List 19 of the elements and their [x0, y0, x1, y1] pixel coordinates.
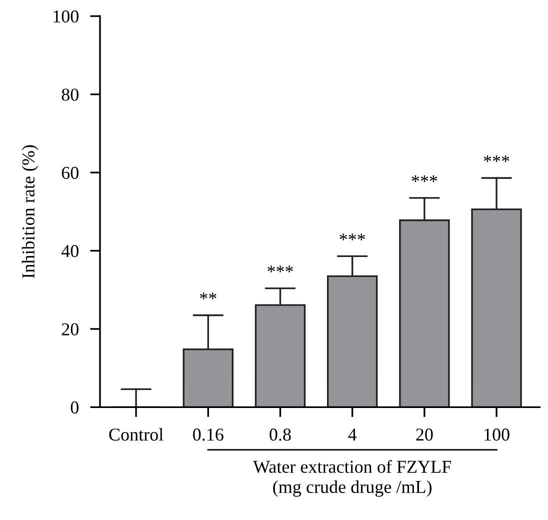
y-axis-title: Inhibition rate (%) [22, 145, 38, 278]
annotation: *** [484, 155, 510, 162]
y-tick-label: 0 [70, 401, 78, 414]
x-tick-label: 4 [348, 428, 357, 441]
annotation: *** [268, 266, 293, 272]
x-tick-label: Control [109, 428, 164, 441]
x-tick-label: 20 [416, 428, 433, 441]
annotation: *** [340, 234, 366, 240]
x-tick-label: 0.16 [193, 428, 224, 441]
x-tick-label: 0.8 [270, 428, 291, 441]
y-tick-label: 100 [54, 10, 78, 23]
annotation: ** [200, 292, 216, 300]
y-tick-label: 40 [61, 245, 78, 258]
y-tick-label: 80 [62, 88, 78, 101]
x-tick-label: 100 [484, 428, 510, 441]
x-axis-title: Water extraction of FZYLF (mg crude druge /mL) [253, 460, 451, 497]
y-tick-label: 20 [62, 323, 78, 336]
annotation: *** [412, 175, 438, 182]
y-tick-label: 60 [62, 166, 78, 179]
